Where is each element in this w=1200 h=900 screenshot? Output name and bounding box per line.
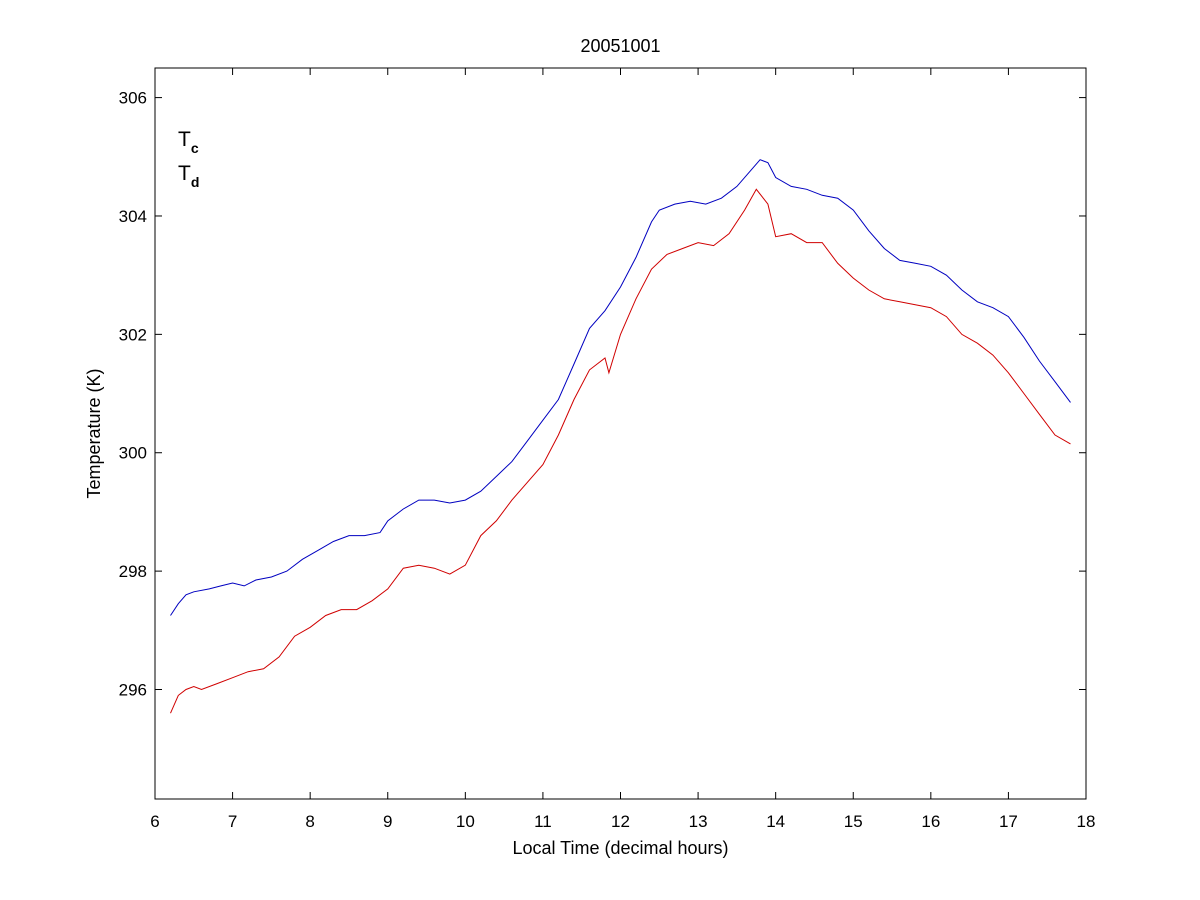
legend-td-main: T (178, 162, 191, 185)
legend-entry-td: Td (178, 162, 199, 190)
legend: Tc Td (178, 128, 199, 190)
x-axis-label: Local Time (decimal hours) (512, 838, 728, 858)
x-tick-label: 7 (228, 812, 237, 831)
x-tick-label: 16 (921, 812, 940, 831)
series-layer (170, 159, 1071, 714)
plot-area-frame (154, 67, 1087, 800)
y-tick-label: 302 (119, 325, 147, 344)
x-tick-label: 12 (611, 812, 630, 831)
x-tick-label: 14 (766, 812, 785, 831)
y-axis-label: Temperature (K) (84, 368, 104, 498)
x-tick-label: 13 (689, 812, 708, 831)
series-line-tc (170, 159, 1071, 616)
x-tick-label: 10 (456, 812, 475, 831)
y-tick-label: 306 (119, 89, 147, 108)
y-tick-label: 298 (119, 562, 147, 581)
x-tick-label: 15 (844, 812, 863, 831)
axis-ticks: 6 7 8 9 10 11 12 13 14 15 16 17 18 296 298 300 302 304 306 (119, 68, 1096, 831)
legend-tc-subscript: c (191, 140, 199, 156)
x-tick-label: 11 (534, 812, 552, 831)
chart-title: 20051001 (580, 36, 660, 56)
x-tick-label: 18 (1077, 812, 1096, 831)
y-tick-label: 300 (119, 444, 147, 463)
x-tick-label: 6 (150, 812, 159, 831)
x-tick-label: 9 (383, 812, 392, 831)
x-tick-label: 8 (305, 812, 314, 831)
legend-entry-tc: Tc (178, 128, 199, 156)
legend-td-subscript: d (191, 174, 200, 190)
series-line-td (170, 188, 1071, 714)
x-tick-label: 17 (999, 812, 1018, 831)
y-tick-label: 296 (119, 680, 147, 699)
legend-tc-main: T (178, 128, 191, 151)
y-tick-label: 304 (119, 207, 147, 226)
